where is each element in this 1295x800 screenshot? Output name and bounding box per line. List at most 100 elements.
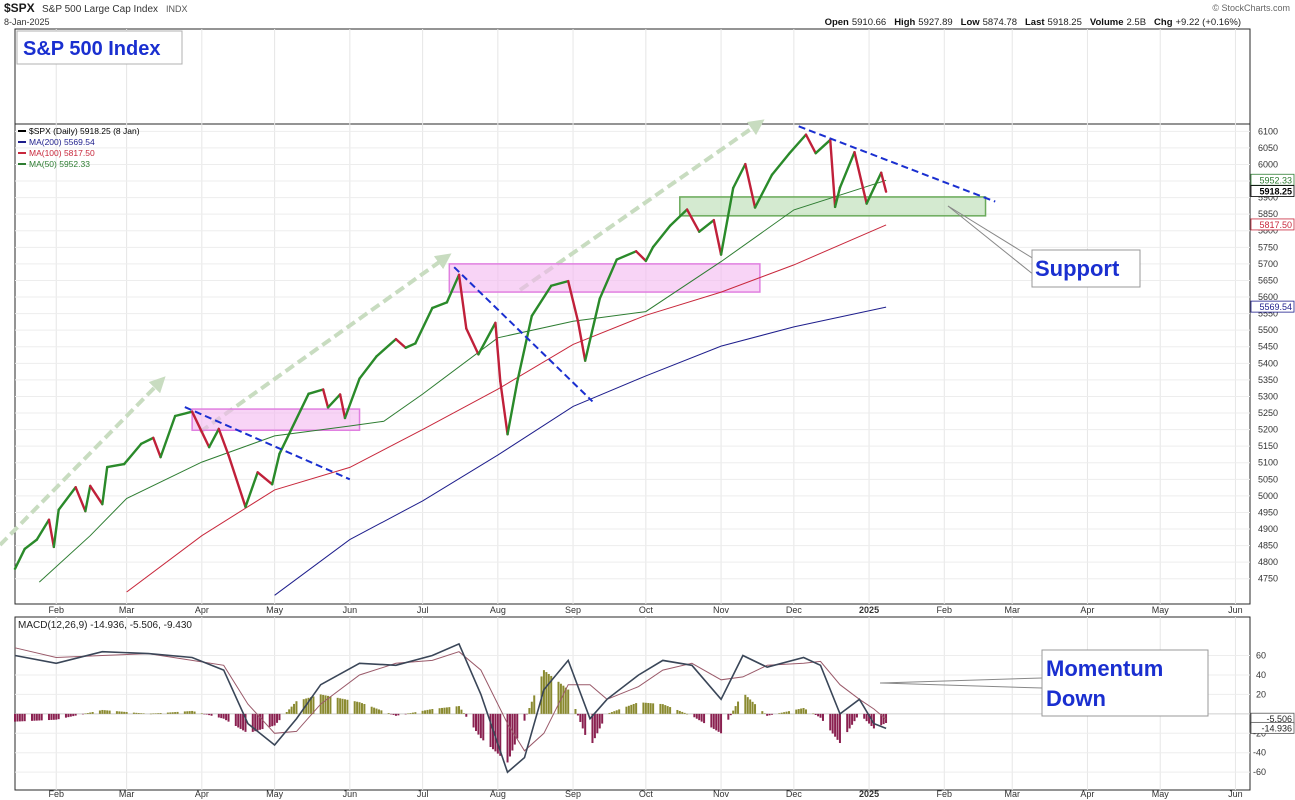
price-segment <box>651 224 672 249</box>
histogram-bar <box>183 711 186 714</box>
histogram-bar <box>465 713 468 717</box>
histogram-bar <box>855 713 858 718</box>
price-segment <box>23 538 39 551</box>
stat-label-chg: Chg <box>1154 17 1173 28</box>
histogram-bar <box>686 713 689 715</box>
price-segment <box>84 484 92 513</box>
momentum-pointer-line <box>879 677 1043 684</box>
price-tick-label: 5800 <box>1258 226 1278 236</box>
momentum-callout-line-1: Momentum <box>1046 656 1163 681</box>
histogram-bar <box>271 713 274 727</box>
histogram-bar <box>67 713 70 718</box>
price-tick-label: 5050 <box>1258 474 1278 484</box>
histogram-bar <box>681 711 684 714</box>
histogram-bar <box>18 713 21 722</box>
histogram-bar <box>455 706 458 714</box>
histogram-bar <box>392 713 395 715</box>
histogram-bar <box>74 713 77 716</box>
histogram-bar <box>513 713 516 745</box>
histogram-bar <box>795 709 798 714</box>
histogram-bar <box>458 706 461 714</box>
histogram-bar <box>581 713 584 729</box>
histogram-bar <box>174 712 177 714</box>
downtrend-line <box>453 266 594 403</box>
histogram-bar <box>766 713 769 716</box>
histogram-bar <box>69 713 72 717</box>
price-segment <box>615 250 638 261</box>
histogram-bar <box>142 713 145 714</box>
downtrend-line <box>798 125 996 203</box>
price-segment <box>576 319 587 362</box>
histogram-bar <box>256 713 259 731</box>
histogram-bar <box>834 713 837 737</box>
histogram-bar <box>785 711 788 714</box>
histogram-bar <box>530 701 533 714</box>
histogram-bar <box>149 713 152 715</box>
histogram-bar <box>564 687 567 714</box>
histogram-bar <box>703 713 706 724</box>
histogram-bar <box>615 710 618 714</box>
moving-average-ma100 <box>126 224 887 593</box>
histogram-bar <box>664 705 667 714</box>
price-segment <box>227 453 247 509</box>
histogram-bar <box>460 709 463 714</box>
price-segment <box>753 173 774 209</box>
stat-label-last: Last <box>1025 17 1045 28</box>
histogram-bar <box>208 713 211 716</box>
price-segment <box>770 152 791 176</box>
histogram-bar <box>800 708 803 714</box>
histogram-bar <box>411 712 414 714</box>
histogram-bar <box>353 701 356 714</box>
histogram-bar <box>387 713 390 714</box>
price-tick-label: 4750 <box>1258 574 1278 584</box>
price-segment <box>598 258 618 300</box>
price-tick-label: 5200 <box>1258 425 1278 435</box>
month-label: Feb <box>937 605 953 615</box>
histogram-bar <box>652 703 655 714</box>
price-tick-label: 4950 <box>1258 507 1278 517</box>
histogram-bar <box>409 713 412 714</box>
month-label: Jun <box>1228 605 1243 615</box>
support-pointer-line-2 <box>947 205 1035 276</box>
histogram-bar <box>700 713 703 722</box>
price-segment <box>583 297 601 362</box>
histogram-bar <box>295 701 298 714</box>
histogram-bar <box>137 713 140 714</box>
histogram-bar <box>596 713 599 734</box>
histogram-bar <box>693 713 696 718</box>
histogram-bar <box>210 713 213 716</box>
histogram-bar <box>698 713 701 721</box>
histogram-bar <box>341 698 344 714</box>
macd-lines <box>14 642 887 774</box>
histogram-bar <box>106 710 109 714</box>
support-pointer-line <box>947 205 1035 260</box>
histogram-bar <box>443 707 446 714</box>
price-tick-label: 5300 <box>1258 391 1278 401</box>
histogram-bar <box>783 712 786 714</box>
moving-average-ma50 <box>38 179 887 583</box>
macd-month-label: Feb <box>48 789 64 799</box>
month-label: Apr <box>1080 605 1094 615</box>
histogram-bar <box>831 713 834 734</box>
histogram-bar <box>635 703 638 714</box>
price-segment <box>685 208 701 233</box>
histogram-bar <box>278 713 281 721</box>
histogram-bar <box>98 710 101 714</box>
histogram-bar <box>426 709 429 714</box>
histogram-bar <box>310 697 313 714</box>
price-segment <box>787 133 808 156</box>
histogram-bar <box>360 703 363 714</box>
price-segment <box>465 327 480 356</box>
histogram-bar <box>312 696 315 714</box>
histogram-bar <box>225 713 228 721</box>
histogram-bar <box>404 713 407 715</box>
price-label: 5569.54 <box>1259 302 1292 312</box>
histogram-bar <box>424 710 427 714</box>
macd-tick-label: 20 <box>1256 689 1266 699</box>
histogram-bar <box>227 713 230 722</box>
histogram-bar <box>744 694 747 714</box>
histogram-bar <box>217 713 220 718</box>
histogram-bar <box>171 712 174 714</box>
histogram-bar <box>727 713 730 720</box>
